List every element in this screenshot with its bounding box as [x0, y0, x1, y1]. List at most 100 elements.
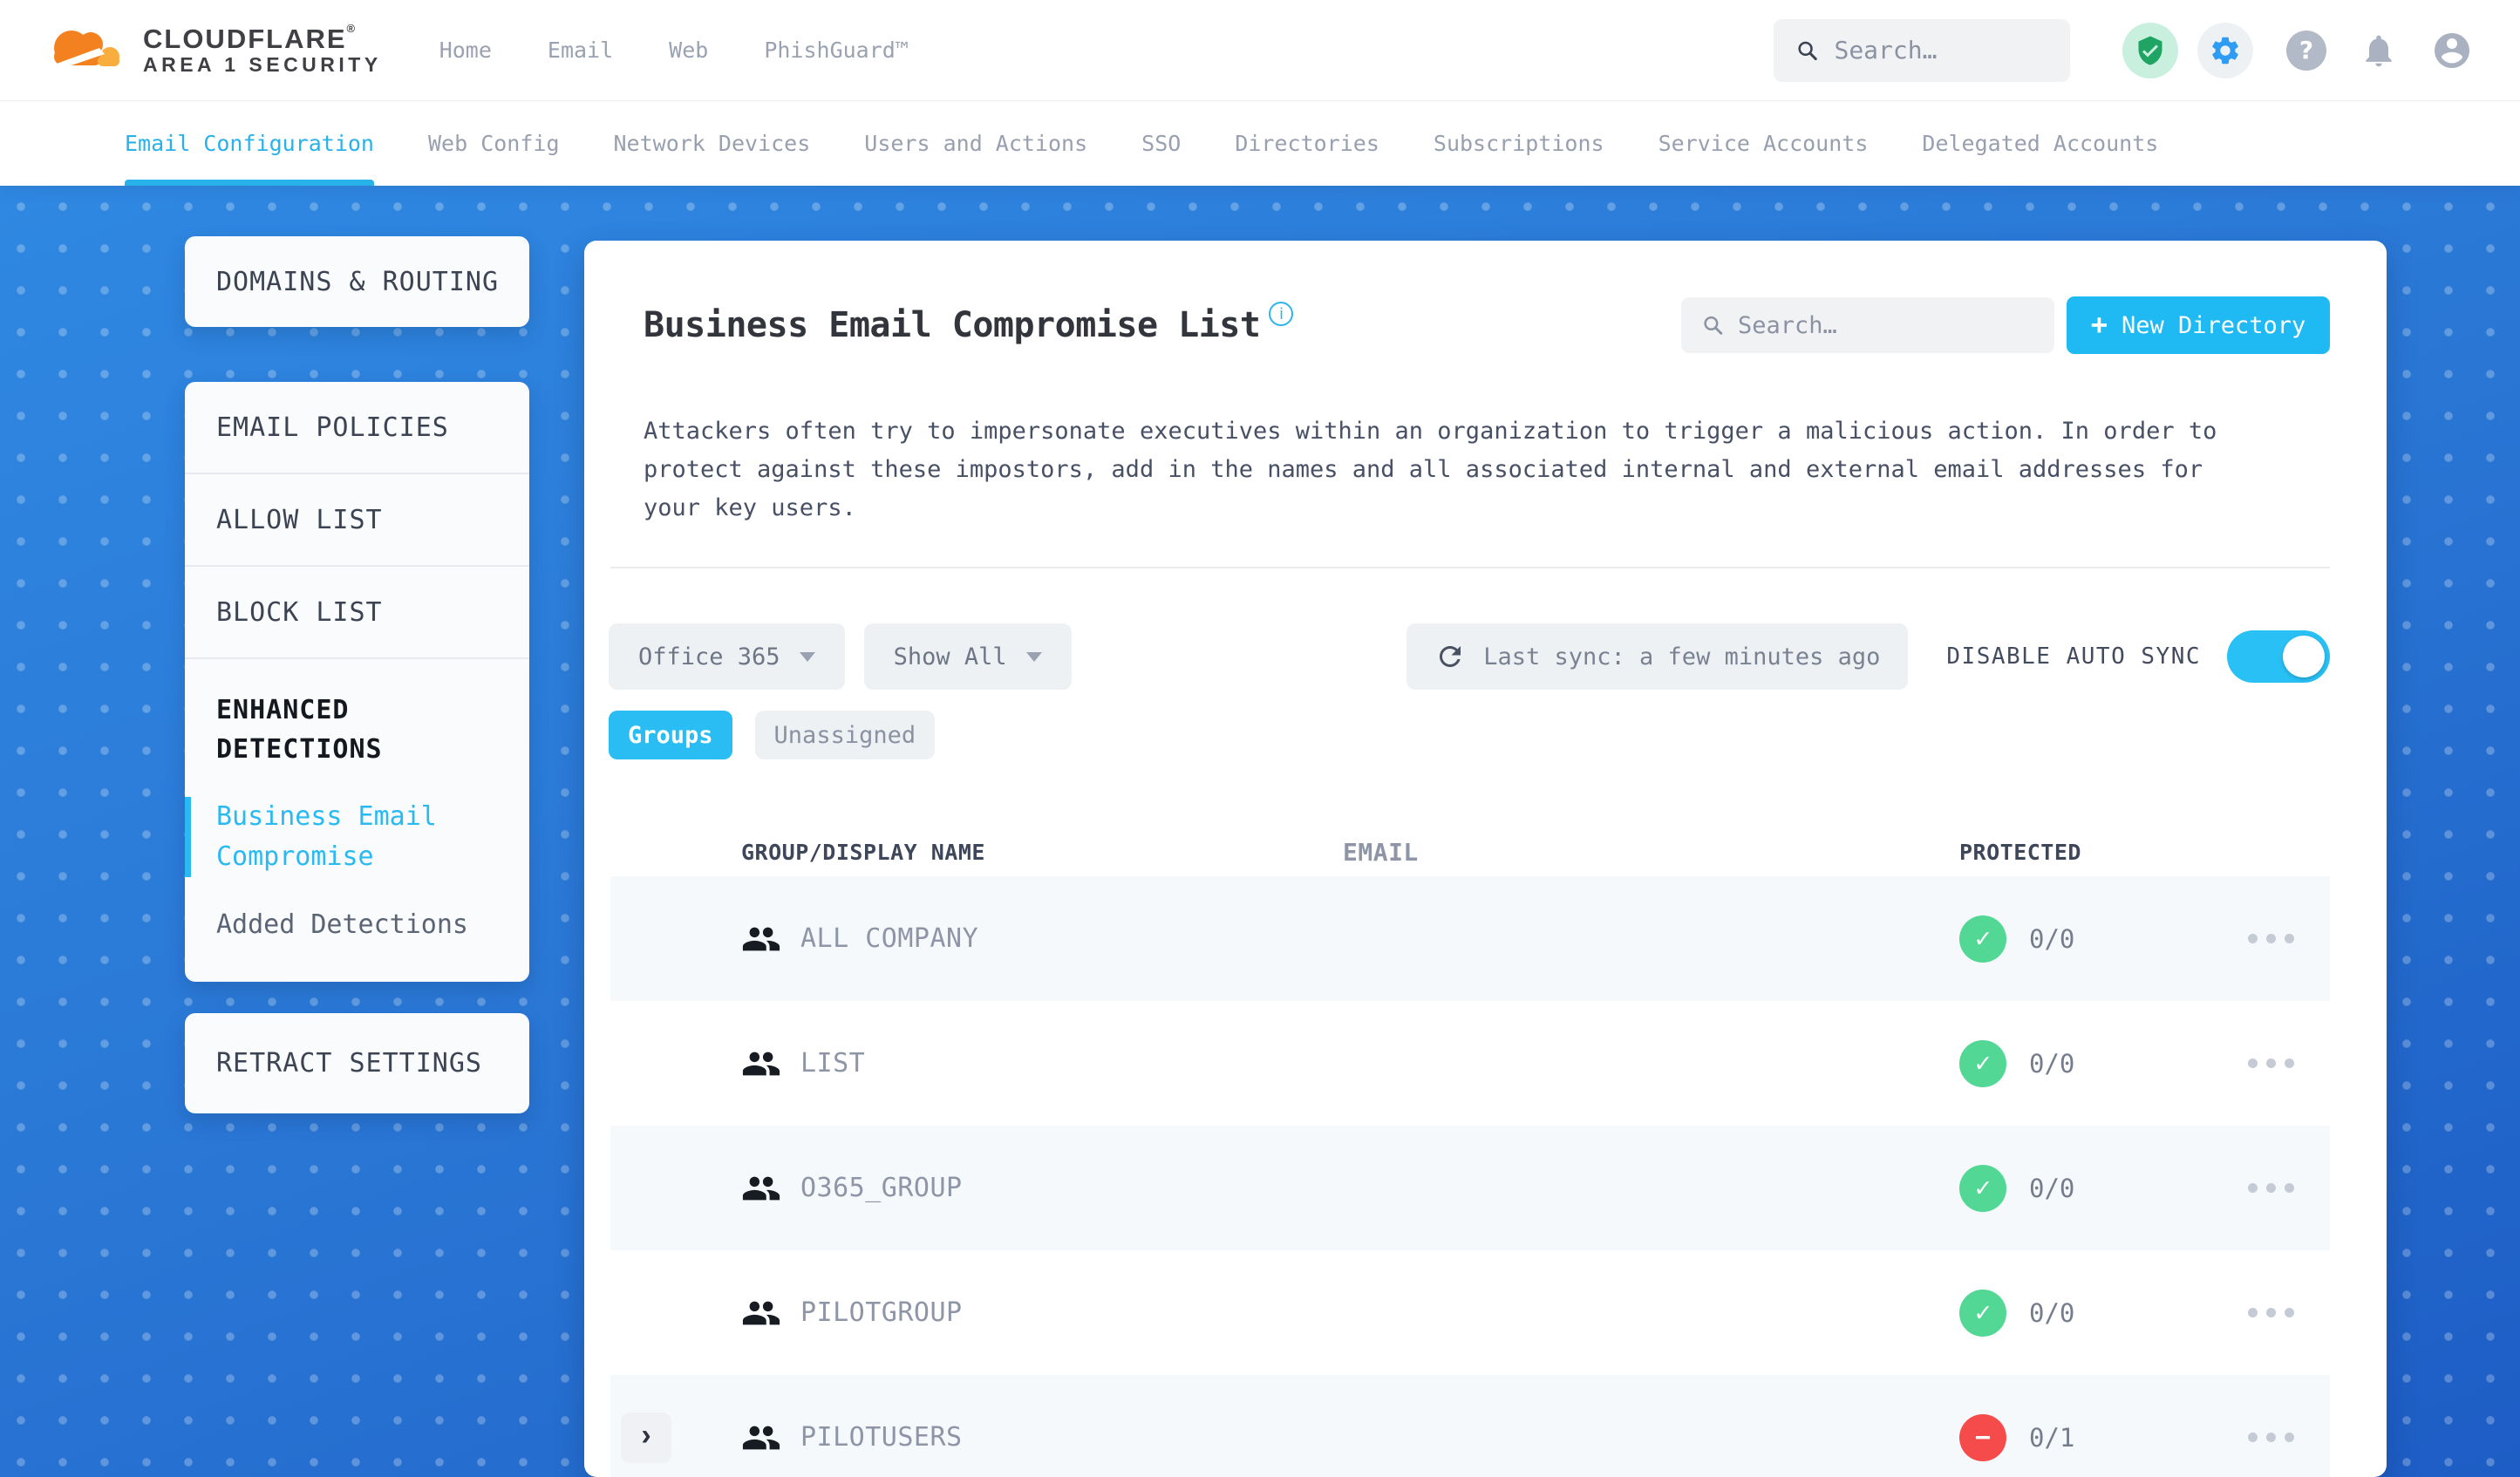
view-tab-unassigned[interactable]: Unassigned	[754, 711, 936, 759]
protected-status-icon: ✓	[1959, 915, 2006, 963]
protected-count: 0/0	[2029, 1173, 2075, 1203]
tab-users-and-actions[interactable]: Users and Actions	[864, 131, 1088, 156]
chevron-down-icon	[799, 651, 815, 662]
directory-select[interactable]: Office 365	[609, 623, 845, 690]
view-tabs: Groups Unassigned	[609, 711, 2330, 759]
search-icon	[1704, 316, 1723, 335]
shield-check-icon	[2138, 36, 2162, 65]
primary-nav: Home Email Web PhishGuard™	[439, 37, 909, 63]
table-row: PILOTGROUP ✓ 0/0	[610, 1250, 2330, 1375]
tab-directories[interactable]: Directories	[1235, 131, 1379, 156]
divider	[610, 567, 2330, 568]
sidebar-item-business-email-compromise[interactable]: Business Email Compromise	[185, 797, 529, 877]
protected-status-icon: ✓	[1959, 1289, 2006, 1337]
help-button[interactable]	[2286, 30, 2326, 71]
auto-sync-label: DISABLE AUTO SYNC	[1946, 643, 2201, 670]
header-protected: PROTECTED	[1959, 840, 2081, 865]
logo-wordmark: CLOUDFLARE®	[143, 22, 358, 55]
controls-row: Office 365 Show All Last sync: a few min…	[609, 623, 2330, 690]
help-icon	[2286, 30, 2326, 71]
profile-button[interactable]	[2431, 30, 2473, 71]
sidebar-item-added-detections[interactable]: Added Detections	[216, 909, 468, 940]
header-group-display-name: GROUP/DISPLAY NAME	[741, 840, 985, 865]
protected-status-icon: ✓	[1959, 1164, 2006, 1212]
sidebar-item-email-policies[interactable]: EMAIL POLICIES	[185, 382, 529, 474]
tab-network-devices[interactable]: Network Devices	[613, 131, 811, 156]
protected-count: 0/0	[2029, 1297, 2075, 1328]
table-row: PILOTUSERS −0/1	[610, 1375, 2330, 1477]
group-people-icon	[742, 1301, 780, 1324]
protected-status-icon: −	[1959, 1413, 2006, 1461]
info-icon[interactable]: i	[1269, 302, 1294, 326]
nav-home[interactable]: Home	[439, 37, 492, 63]
list-search[interactable]	[1681, 297, 2054, 353]
header-email: EMAIL	[1343, 838, 1419, 867]
tab-service-accounts[interactable]: Service Accounts	[1658, 131, 1869, 156]
view-tab-groups[interactable]: Groups	[609, 711, 732, 759]
settings-button[interactable]	[2197, 22, 2253, 78]
global-search-input[interactable]	[1834, 36, 2047, 65]
logo-product: AREA 1 SECURITY	[143, 52, 382, 76]
tab-delegated-accounts[interactable]: Delegated Accounts	[1922, 131, 2159, 156]
sidebar-item-block-list[interactable]: BLOCK LIST	[185, 567, 529, 659]
group-people-icon	[742, 1052, 780, 1075]
group-name: LIST	[800, 1048, 866, 1079]
auto-sync-toggle[interactable]	[2227, 630, 2330, 683]
row-menu-button[interactable]	[2212, 1433, 2330, 1442]
sidebar-item-domains-routing[interactable]: DOMAINS & ROUTING	[185, 236, 529, 327]
group-name: PILOTGROUP	[800, 1297, 963, 1328]
sidebar-item-allow-list[interactable]: ALLOW LIST	[185, 474, 529, 567]
new-directory-label: New Directory	[2121, 311, 2306, 339]
last-sync-text: Last sync: a few minutes ago	[1483, 643, 1881, 670]
protected-count: 0/0	[2029, 923, 2075, 954]
group-people-icon	[742, 1176, 780, 1200]
top-header: CLOUDFLARE® AREA 1 SECURITY Home Email W…	[0, 0, 2520, 101]
section-tabbar: Email Configuration Web Config Network D…	[0, 101, 2520, 186]
security-status-button[interactable]	[2122, 22, 2178, 78]
nav-phishguard[interactable]: PhishGuard™	[764, 37, 909, 63]
tab-email-configuration[interactable]: Email Configuration	[125, 101, 374, 186]
protected-status-icon: ✓	[1959, 1039, 2006, 1087]
page-description: Attackers often try to impersonate execu…	[644, 418, 2217, 521]
notifications-button[interactable]	[2360, 31, 2398, 70]
groups-table: GROUP/DISPLAY NAME EMAIL PROTECTED ALL C…	[610, 828, 2330, 1477]
profile-icon	[2435, 32, 2469, 68]
protected-count: 0/0	[2029, 1048, 2075, 1079]
gear-icon	[2212, 37, 2238, 64]
protected-count: 0/1	[2029, 1422, 2075, 1453]
sidebar-item-retract-settings[interactable]: RETRACT SETTINGS	[185, 1013, 529, 1113]
nav-web[interactable]: Web	[669, 37, 709, 63]
tab-web-config[interactable]: Web Config	[427, 131, 560, 156]
bell-icon	[2366, 35, 2392, 66]
refresh-icon	[1440, 646, 1461, 667]
cloudflare-logo[interactable]: CLOUDFLARE® AREA 1 SECURITY	[42, 22, 382, 78]
enhanced-detections-title[interactable]: ENHANCED DETECTIONS	[216, 695, 383, 765]
group-name: O365_GROUP	[800, 1173, 963, 1203]
table-row: ALL COMPANY ✓ 0/0	[610, 876, 2330, 1001]
filter-select[interactable]: Show All	[863, 623, 1072, 690]
group-name: ALL COMPANY	[800, 923, 979, 954]
content-area: DOMAINS & ROUTING EMAIL POLICIES ALLOW L…	[0, 186, 2520, 1477]
row-menu-button[interactable]	[2212, 934, 2330, 943]
new-directory-button[interactable]: + New Directory	[2067, 296, 2330, 354]
search-icon	[1798, 41, 1817, 60]
last-sync-button[interactable]: Last sync: a few minutes ago	[1406, 623, 1909, 690]
page-title: Business Email Compromise List	[644, 305, 1261, 345]
row-menu-button[interactable]	[2212, 1308, 2330, 1317]
row-menu-button[interactable]	[2212, 1058, 2330, 1068]
tab-sso[interactable]: SSO	[1141, 131, 1182, 156]
list-search-input[interactable]	[1737, 311, 2033, 339]
nav-email[interactable]: Email	[547, 37, 614, 63]
logo-text: CLOUDFLARE® AREA 1 SECURITY	[143, 22, 382, 76]
group-name: PILOTUSERS	[800, 1422, 963, 1453]
filter-select-value: Show All	[893, 643, 1007, 670]
row-menu-button[interactable]	[2212, 1183, 2330, 1193]
expand-row-button[interactable]	[621, 1412, 671, 1463]
directory-select-value: Office 365	[638, 643, 780, 670]
tab-subscriptions[interactable]: Subscriptions	[1433, 131, 1604, 156]
group-people-icon	[742, 927, 780, 950]
chevron-down-icon	[1025, 651, 1042, 662]
global-search[interactable]	[1774, 18, 2070, 82]
table-header-row: GROUP/DISPLAY NAME EMAIL PROTECTED	[610, 828, 2330, 876]
